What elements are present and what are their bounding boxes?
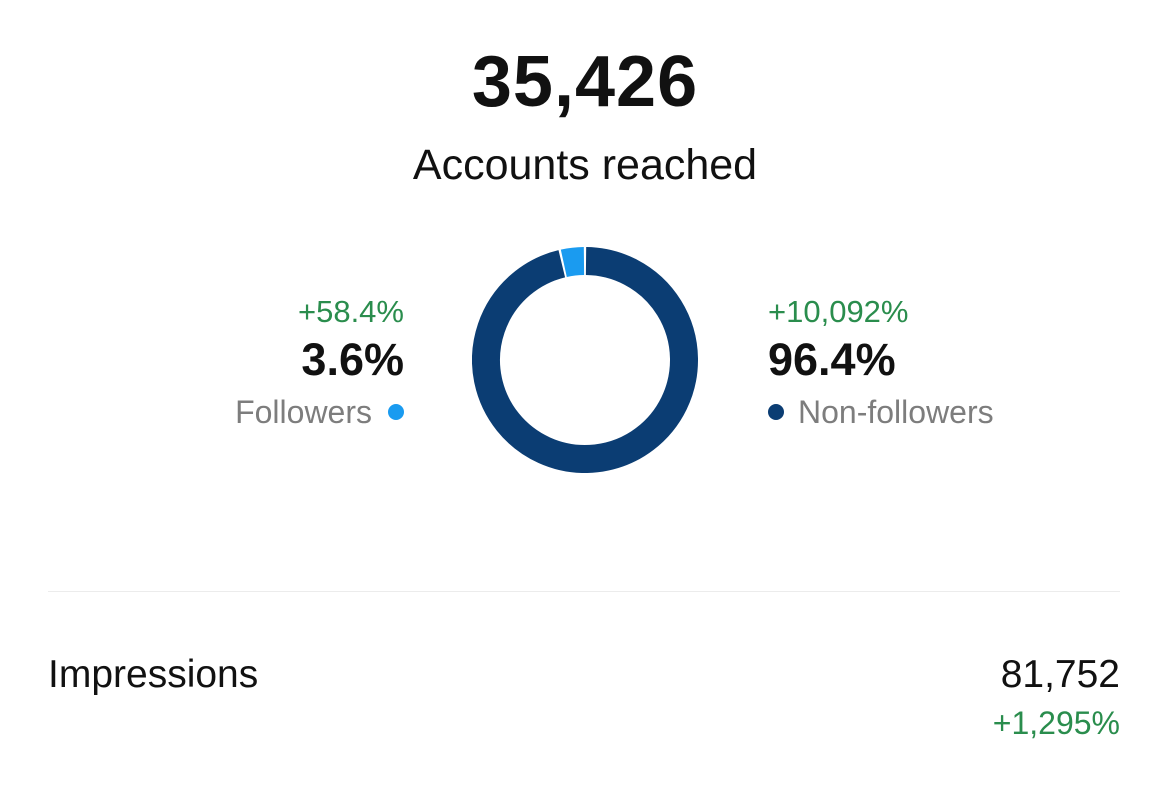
non-followers-change: +10,092%: [768, 294, 909, 329]
non-followers-percent: 96.4%: [768, 334, 896, 385]
section-divider: [48, 591, 1120, 592]
followers-change: +58.4%: [297, 294, 404, 329]
reach-donut-chart: [472, 247, 698, 473]
followers-percent: 3.6%: [301, 334, 404, 385]
non-followers-slice: [472, 247, 698, 473]
followers-legend-label: Followers: [235, 394, 372, 430]
followers-stat: +58.4% 3.6% Followers: [235, 292, 404, 434]
followers-dot-icon: [388, 404, 404, 420]
non-followers-legend-label: Non-followers: [798, 394, 994, 430]
impressions-value: 81,752: [1000, 653, 1120, 696]
followers-slice: [560, 247, 585, 278]
accounts-reached-label: Accounts reached: [412, 141, 758, 189]
impressions-label: Impressions: [48, 653, 259, 696]
impressions-change: +1,295%: [992, 705, 1120, 741]
non-followers-legend: Non-followers: [768, 390, 994, 434]
non-followers-stat: +10,092% 96.4% Non-followers: [768, 292, 994, 434]
accounts-reached-total: 35,426: [471, 42, 699, 122]
followers-legend: Followers: [235, 390, 404, 434]
non-followers-dot-icon: [768, 404, 784, 420]
